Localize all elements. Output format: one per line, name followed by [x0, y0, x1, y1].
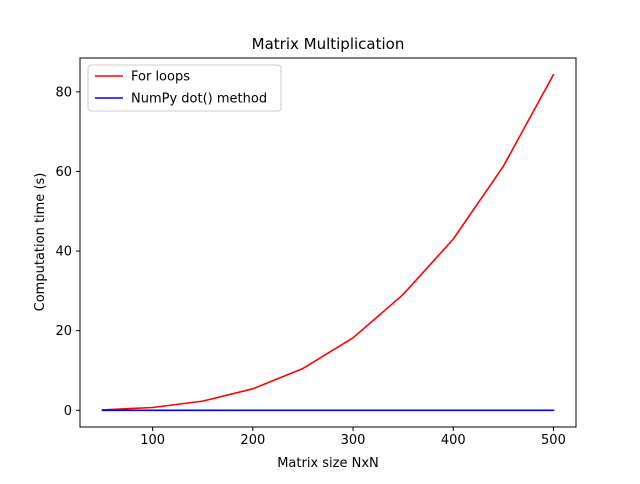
x-tick-label: 500 — [541, 433, 566, 448]
x-tick-label: 100 — [140, 433, 165, 448]
x-tick-label: 300 — [341, 433, 366, 448]
series-line-1 — [101, 73, 555, 411]
x-axis-label: Matrix size NxN — [277, 456, 379, 471]
legend-label-2: NumPy dot() method — [131, 92, 267, 107]
y-tick-label: 0 — [64, 404, 72, 419]
series-layer — [101, 73, 555, 412]
y-axis-ticks: 0 20 40 60 80 — [55, 85, 80, 419]
chart-title: Matrix Multiplication — [252, 35, 405, 53]
x-tick-label: 400 — [441, 433, 466, 448]
y-tick-label: 20 — [55, 324, 72, 339]
x-axis-ticks: 100 200 300 400 500 — [140, 427, 566, 448]
x-tick-label: 200 — [240, 433, 265, 448]
y-tick-label: 80 — [55, 85, 72, 100]
legend-label-1: For loops — [131, 70, 190, 85]
legend-box — [87, 64, 282, 112]
y-tick-label: 40 — [55, 245, 72, 260]
y-tick-label: 60 — [55, 165, 72, 180]
y-axis-label: Computation time (s) — [33, 173, 48, 312]
plot-area — [79, 57, 577, 428]
legend: For loops NumPy dot() method — [87, 64, 282, 112]
